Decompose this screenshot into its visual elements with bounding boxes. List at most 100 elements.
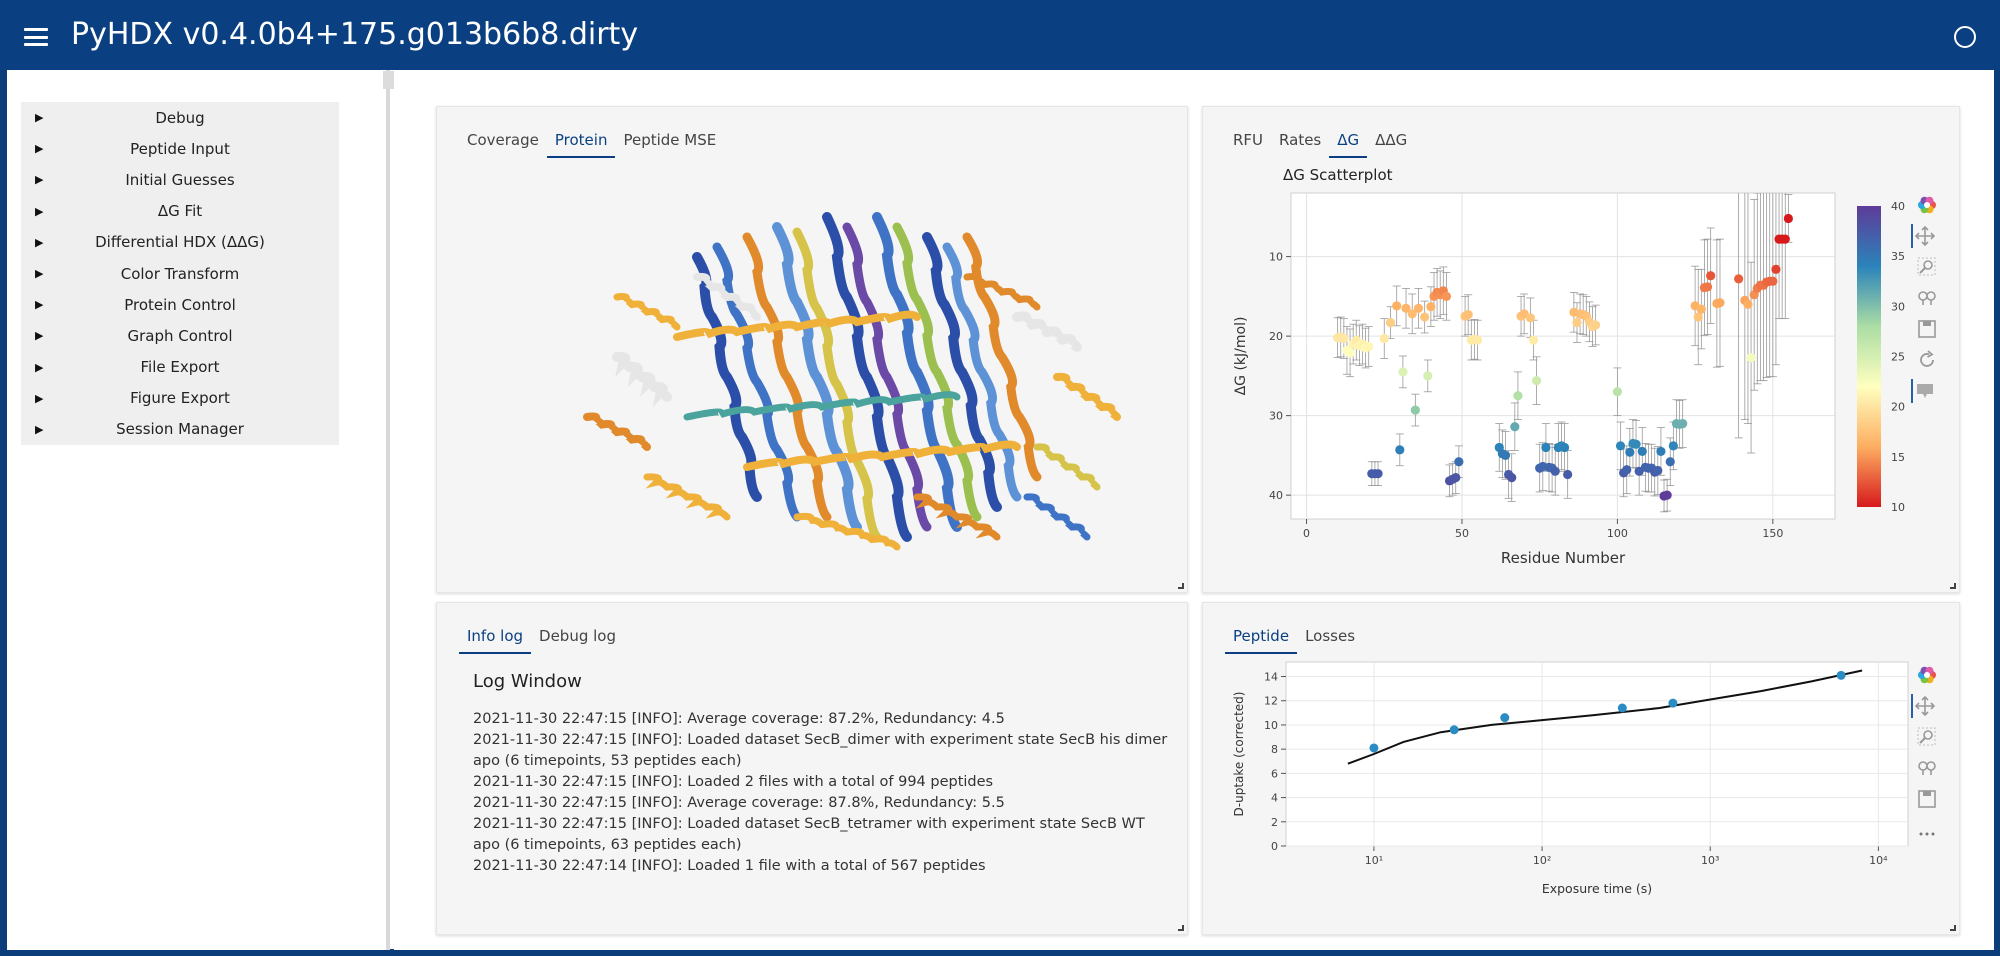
sidebar-item-label: Figure Export <box>130 389 230 408</box>
protein-strand <box>1033 443 1101 491</box>
data-point <box>1541 442 1551 453</box>
hover-icon[interactable] <box>1911 379 1935 403</box>
protein-strand <box>842 222 932 532</box>
data-point <box>1441 291 1452 301</box>
protein-strand <box>583 412 651 451</box>
y-tick-label: 10 <box>1269 251 1283 264</box>
protein-3d-viewer[interactable] <box>437 107 1189 594</box>
data-point <box>1420 312 1430 322</box>
protein-strand <box>1012 311 1082 352</box>
panel-resize-handle[interactable] <box>1950 925 1956 931</box>
tab-protein[interactable]: Protein <box>546 125 616 158</box>
menu-icon[interactable] <box>24 28 48 46</box>
protein-tabs: Coverage Protein Peptide MSE <box>459 125 724 158</box>
save-icon[interactable] <box>1915 317 1939 341</box>
data-point <box>1612 387 1622 397</box>
panel-resize-handle[interactable] <box>1178 583 1184 589</box>
status-indicator-icon <box>1954 26 1976 48</box>
data-point <box>1364 341 1374 352</box>
y-tick-label: 2 <box>1271 816 1278 829</box>
tab-peptide[interactable]: Peptide <box>1225 621 1298 654</box>
sidebar-item-label: Peptide Input <box>130 139 230 158</box>
tab-dg[interactable]: ΔG <box>1329 125 1368 158</box>
sidebar-item-color-transform[interactable]: ▶ Color Transform <box>21 258 339 289</box>
pan-icon[interactable] <box>1911 224 1935 248</box>
sidebar-item-label: Graph Control <box>127 326 233 345</box>
save-icon[interactable] <box>1915 787 1939 811</box>
box-zoom-icon[interactable] <box>1915 255 1939 279</box>
peptide-uptake-plot[interactable]: 10¹ 10² 10³ 10⁴ 0 2 4 6 8 10 12 14 Exposure time (s)… <box>1203 603 1961 936</box>
tab-losses[interactable]: Losses <box>1305 627 1356 645</box>
data-point <box>1743 299 1753 309</box>
data-point <box>1615 441 1626 451</box>
sidebar-item-graph-control[interactable]: ▶ Graph Control <box>21 320 339 351</box>
sidebar-item-differential-hdx[interactable]: ▶ Differential HDX (ΔΔG) <box>21 227 339 258</box>
sidebar-item-file-export[interactable]: ▶ File Export <box>21 352 339 383</box>
expand-triangle-icon: ▶ <box>35 422 44 436</box>
panel-resize-handle[interactable] <box>1178 925 1184 931</box>
sidebar-scrollbar[interactable] <box>383 71 395 89</box>
tab-rates[interactable]: Rates <box>1279 131 1322 149</box>
sidebar-item-figure-export[interactable]: ▶ Figure Export <box>21 383 339 414</box>
peptide-plot-toolbar <box>1911 663 1945 849</box>
protein-strand <box>793 512 901 551</box>
sidebar-item-initial-guesses[interactable]: ▶ Initial Guesses <box>21 164 339 195</box>
sidebar-item-label: Session Manager <box>116 420 244 439</box>
data-point <box>1449 725 1459 735</box>
colorbar-tick-label: 40 <box>1891 200 1905 213</box>
sidebar-item-debug[interactable]: ▶ Debug <box>21 102 339 133</box>
dg-plot-toolbar <box>1911 193 1945 410</box>
protein-strand <box>922 232 1002 512</box>
tab-rfu[interactable]: RFU <box>1233 131 1264 149</box>
log-line: 2021-11-30 22:47:15 [INFO]: Loaded 2 fil… <box>473 774 994 790</box>
colorbar-tick-label: 30 <box>1891 300 1905 313</box>
log-line: 2021-11-30 22:47:15 [INFO]: Average cove… <box>473 711 1005 727</box>
data-point <box>1379 333 1389 344</box>
reset-icon[interactable] <box>1915 348 1939 372</box>
tab-coverage[interactable]: Coverage <box>467 131 539 149</box>
data-point <box>1423 371 1433 381</box>
wheel-zoom-icon[interactable] <box>1915 756 1939 780</box>
data-point <box>1706 271 1716 281</box>
sidebar-item-label: ΔG Fit <box>157 202 203 221</box>
data-point <box>1454 457 1464 467</box>
wheel-zoom-icon[interactable] <box>1915 286 1939 310</box>
data-point <box>1693 312 1703 322</box>
tab-ddg[interactable]: ΔΔG <box>1375 131 1408 149</box>
data-point <box>1410 405 1420 415</box>
app-title: PyHDX v0.4.0b4+175.g013b6b8.dirty <box>71 17 639 52</box>
sidebar-item-session-manager[interactable]: ▶ Session Manager <box>21 414 339 445</box>
data-point <box>1528 335 1539 345</box>
peptide-panel: Peptide Losses 10¹ 10² 10³ 10⁴ 0 2 4 6 8 10 12 14 Ex… <box>1202 602 1960 935</box>
log-line: 2021-11-30 22:47:14 [INFO]: Loaded 1 fil… <box>473 858 986 874</box>
tab-peptide-mse[interactable]: Peptide MSE <box>623 131 717 149</box>
colorbar-tick-label: 20 <box>1891 401 1905 414</box>
sidebar-item-label: Differential HDX (ΔΔG) <box>95 233 265 252</box>
data-point <box>1665 457 1675 467</box>
data-point <box>1500 450 1511 460</box>
tab-debug-log[interactable]: Debug log <box>539 627 616 645</box>
y-tick-label: 0 <box>1271 840 1278 853</box>
tab-info-log[interactable]: Info log <box>459 621 532 654</box>
box-zoom-icon[interactable] <box>1915 725 1939 749</box>
expand-triangle-icon: ▶ <box>35 204 44 218</box>
data-point <box>1625 447 1635 457</box>
data-layer <box>1333 193 1793 513</box>
more-icon[interactable] <box>1915 818 1939 842</box>
sidebar-item-protein-control[interactable]: ▶ Protein Control <box>21 289 339 320</box>
panel-resize-handle[interactable] <box>1950 583 1956 589</box>
data-point <box>1696 304 1706 314</box>
sidebar-item-peptide-input[interactable]: ▶ Peptide Input <box>21 133 339 164</box>
expand-triangle-icon: ▶ <box>35 111 44 125</box>
data-point <box>1500 713 1510 723</box>
colorbar <box>1857 206 1881 507</box>
pan-icon[interactable] <box>1911 694 1935 718</box>
sidebar-item-dg-fit[interactable]: ▶ ΔG Fit <box>21 196 339 227</box>
y-tick-label: 12 <box>1264 695 1278 708</box>
x-axis-label: Exposure time (s) <box>1542 881 1652 896</box>
log-tabs: Info log Debug log <box>459 621 624 654</box>
expand-triangle-icon: ▶ <box>35 391 44 405</box>
data-point <box>1617 703 1627 713</box>
dg-scatterplot[interactable]: ΔG Scatterplot 0 50 100 150 10 20 30 40 Residue N… <box>1203 107 1961 594</box>
